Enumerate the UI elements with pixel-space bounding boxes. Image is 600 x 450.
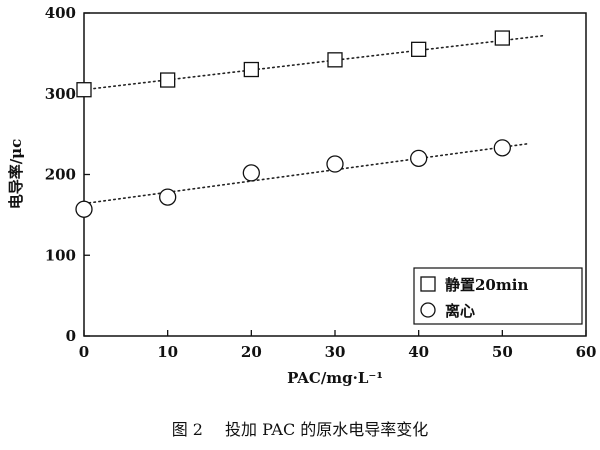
x-tick-label-4: 40	[408, 343, 429, 361]
trend-line-series-1	[83, 34, 545, 91]
legend-label-series-1: 静置20min	[445, 276, 528, 294]
y-tick-label-4: 400	[45, 4, 76, 22]
legend-box	[413, 267, 583, 325]
x-tick-label-5: 50	[492, 343, 513, 361]
trend-line-series-2	[83, 143, 529, 205]
data-point-series-2-2	[242, 164, 260, 182]
figure-number: 图 2	[171, 420, 203, 439]
chart: 0 10 20 30 40 50 60 0 100 200 300 400 PAC/mg·L⁻¹ 电…	[7, 4, 597, 387]
x-tick-label-6: 60	[576, 343, 597, 361]
data-point-series-2-0	[75, 200, 93, 218]
legend-circle-marker-icon	[420, 302, 436, 318]
data-point-series-1-1	[160, 72, 176, 88]
data-point-series-1-0	[76, 82, 92, 98]
x-tick-label-1: 10	[157, 343, 178, 361]
legend: 静置20min 离心	[413, 267, 583, 325]
legend-label-series-2: 离心	[445, 302, 475, 320]
data-point-series-1-2	[243, 61, 259, 78]
y-tick-label-1: 100	[45, 246, 76, 264]
data-point-series-1-3	[327, 52, 343, 68]
y-axis-label: 电导率/μc	[7, 139, 25, 210]
data-point-series-1-4	[411, 41, 427, 57]
data-point-series-2-5	[493, 139, 511, 157]
x-tick-label-2: 20	[241, 343, 262, 361]
data-point-series-2-1	[159, 188, 177, 206]
y-tick-label-3: 300	[45, 85, 76, 103]
data-point-series-1-5	[494, 30, 510, 46]
y-tick-label-2: 200	[45, 166, 76, 184]
y-tick-label-0: 0	[66, 327, 76, 345]
x-axis-label: PAC/mg·L⁻¹	[287, 369, 383, 387]
figure-caption: 图 2 投加 PAC 的原水电导率变化	[0, 416, 600, 440]
data-point-series-2-3	[326, 155, 344, 173]
legend-square-marker-icon	[420, 276, 436, 292]
figure-caption-text: 投加 PAC 的原水电导率变化	[225, 420, 429, 439]
data-point-series-2-4	[410, 149, 428, 168]
x-tick-label-3: 30	[325, 343, 346, 361]
x-tick-label-0: 0	[79, 343, 89, 361]
